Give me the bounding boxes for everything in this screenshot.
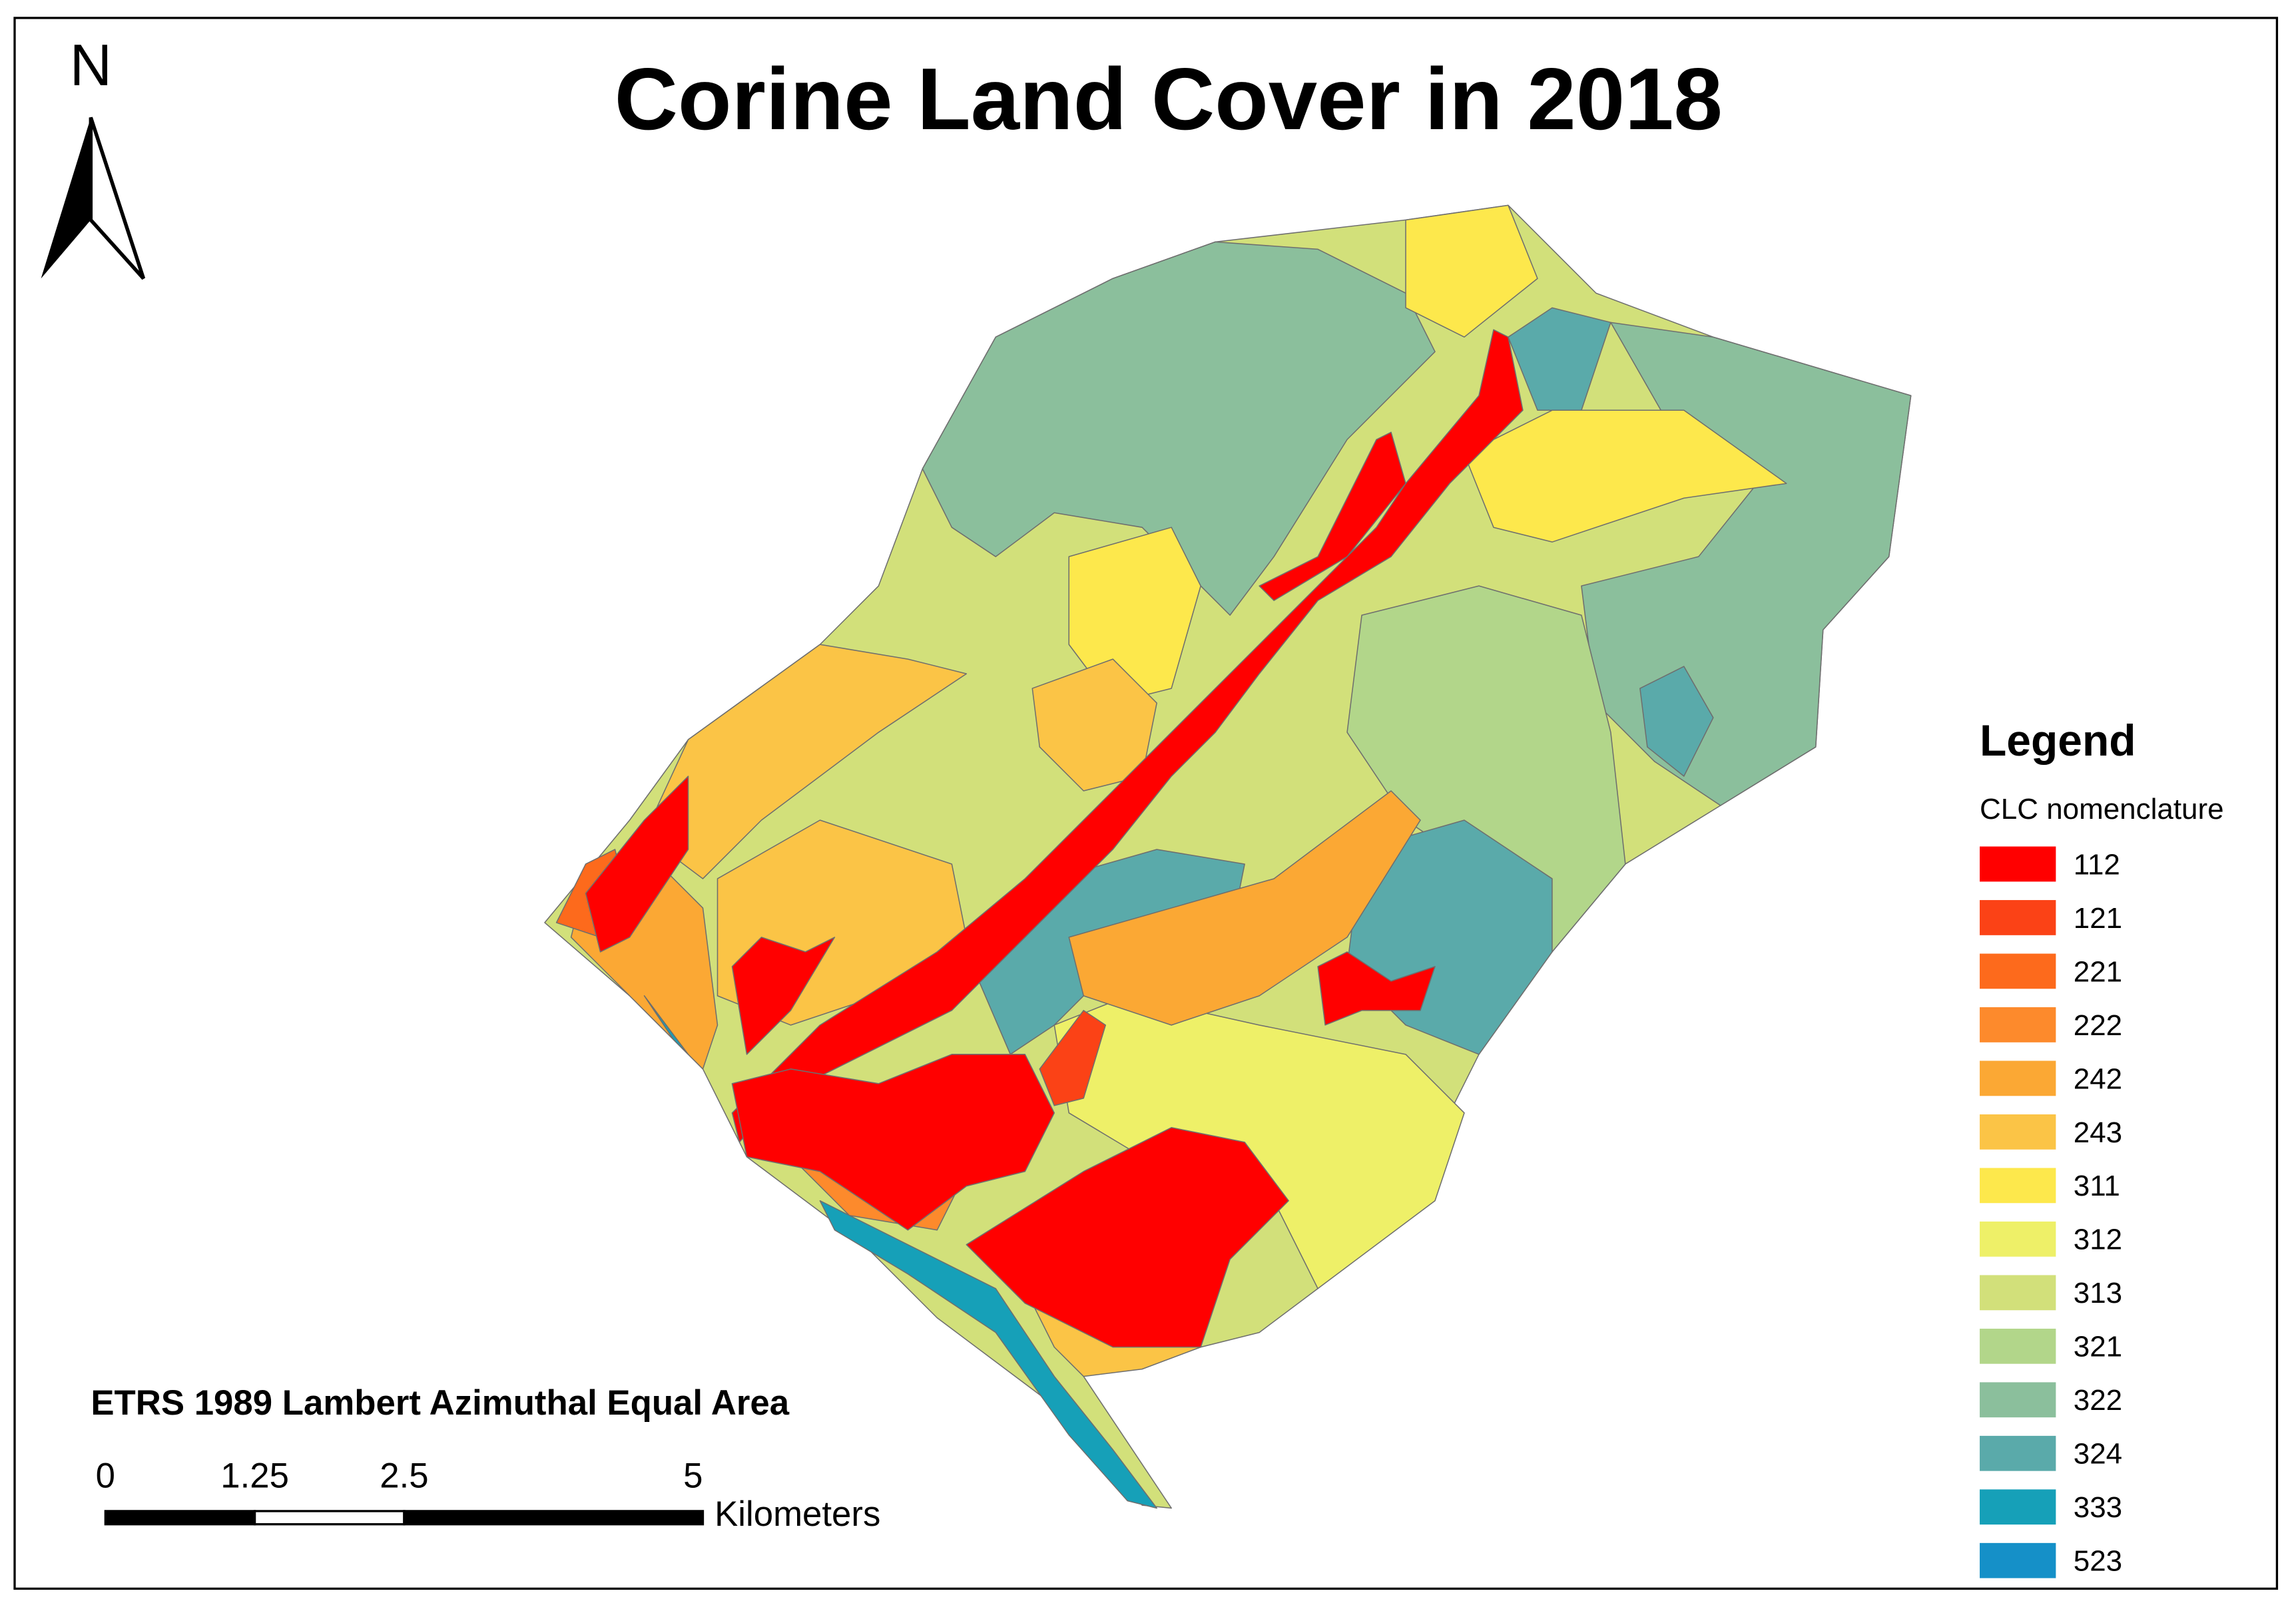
legend-label: 243 bbox=[2074, 1116, 2122, 1149]
legend: 112 121 221 222 242 243 311 312 313 321 322 324 333 5… bbox=[1980, 846, 2122, 1578]
scale-tick-label: 2.5 bbox=[380, 1457, 428, 1496]
region bbox=[1317, 951, 1436, 1026]
scale-bar: 0 1.25 2.5 5 Kilometers bbox=[96, 1457, 881, 1534]
legend-swatch bbox=[1980, 1275, 2056, 1311]
region bbox=[1068, 527, 1201, 704]
map-title: Corine Land Cover in 2018 bbox=[615, 50, 1723, 148]
region bbox=[966, 1127, 1289, 1348]
region bbox=[1346, 585, 1626, 953]
scale-segment bbox=[104, 1510, 256, 1526]
legend-label: 311 bbox=[2074, 1170, 2120, 1202]
legend-label: 222 bbox=[2074, 1009, 2122, 1042]
legend-label: 322 bbox=[2074, 1384, 2122, 1417]
legend-label: 333 bbox=[2074, 1491, 2122, 1524]
legend-label: 321 bbox=[2074, 1331, 2122, 1363]
region bbox=[731, 1054, 1055, 1231]
region bbox=[1259, 431, 1406, 601]
legend-subtitle: CLC nomenclature bbox=[1980, 793, 2224, 825]
region bbox=[922, 241, 1436, 616]
scale-tick-label: 0 bbox=[96, 1457, 115, 1496]
region bbox=[1508, 307, 1611, 411]
legend-label: 523 bbox=[2074, 1545, 2122, 1578]
legend-label: 324 bbox=[2074, 1438, 2122, 1471]
scale-tick-label: 1.25 bbox=[220, 1457, 289, 1496]
legend-swatch bbox=[1980, 1489, 2056, 1525]
region bbox=[1639, 666, 1714, 777]
legend-label: 242 bbox=[2074, 1062, 2122, 1095]
legend-swatch bbox=[1980, 1168, 2056, 1204]
region bbox=[1464, 409, 1787, 543]
region bbox=[1405, 204, 1538, 338]
legend-label: 221 bbox=[2074, 955, 2122, 988]
projection-label: ETRS 1989 Lambert Azimuthal Equal Area bbox=[91, 1383, 789, 1423]
legend-swatch bbox=[1980, 1221, 2056, 1257]
scale-tick-label: 5 bbox=[683, 1457, 703, 1496]
legend-swatch bbox=[1980, 1060, 2056, 1096]
legend-swatch bbox=[1980, 1382, 2056, 1418]
land-cover bbox=[544, 204, 1912, 1509]
region bbox=[643, 995, 689, 1055]
region bbox=[1039, 1010, 1106, 1106]
legend-swatch bbox=[1980, 953, 2056, 989]
region bbox=[585, 776, 689, 953]
legend-label: 121 bbox=[2074, 902, 2122, 935]
legend-title: Legend bbox=[1980, 716, 2136, 765]
north-arrow bbox=[41, 117, 91, 279]
legend-swatch bbox=[1980, 1114, 2056, 1150]
scale-segment bbox=[253, 1510, 406, 1526]
legend-swatch bbox=[1980, 1542, 2056, 1578]
north-arrow bbox=[89, 116, 146, 280]
legend-swatch bbox=[1980, 846, 2056, 882]
legend-swatch bbox=[1980, 1007, 2056, 1042]
region bbox=[819, 1200, 1157, 1509]
scale-segment bbox=[403, 1510, 705, 1526]
legend-label: 112 bbox=[2074, 848, 2120, 881]
scale-unit: Kilometers bbox=[715, 1495, 880, 1534]
region bbox=[1053, 995, 1465, 1289]
legend-label: 312 bbox=[2074, 1224, 2122, 1256]
region bbox=[1068, 790, 1421, 1026]
region bbox=[731, 937, 836, 1055]
legend-swatch bbox=[1980, 1435, 2056, 1471]
north-label: N bbox=[70, 32, 113, 98]
legend-label: 313 bbox=[2074, 1277, 2122, 1309]
legend-swatch bbox=[1980, 900, 2056, 935]
legend-swatch bbox=[1980, 1328, 2056, 1364]
